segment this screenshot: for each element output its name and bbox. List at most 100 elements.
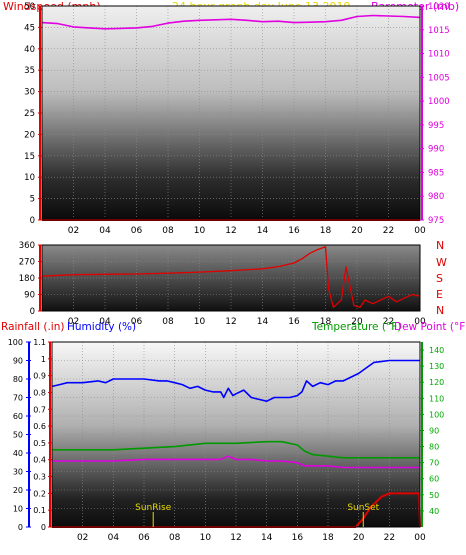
windspeed-tick-label: 45 [24,23,35,33]
x-tick-label: 12 [230,533,241,543]
x-tick-label: 18 [320,226,332,236]
panel3-frame [51,341,421,528]
barometer-tick-label: 975 [428,216,444,226]
windspeed-tick-label: 25 [24,109,35,119]
humidity-tick-label: 100 [8,338,23,347]
temperature-tick-label: 40 [429,507,439,516]
rainfall-tick-label: 0.8 [33,388,46,397]
barometer-tick-label: 990 [428,145,444,155]
sunrise-label: SunRise [135,503,172,513]
temperature-tick-label: 100 [429,410,444,419]
rainfall-tick-label: 0.9 [33,372,46,381]
x-tick-label: 18 [322,533,334,543]
direction-tick-label: 360 [19,241,35,251]
x-tick-label: 10 [200,533,212,543]
temperature-tick-label: 140 [429,346,444,355]
windspeed-tick-label: 35 [24,66,35,76]
rainfall-tick-label: 0.3 [33,473,46,482]
x-tick-label: 14 [257,317,269,327]
temperature-tick-label: 120 [429,378,444,387]
x-tick-label: 06 [138,533,150,543]
rainfall-tick-label: 0.1 [33,506,46,515]
x-tick-label: 04 [99,226,111,236]
x-tick-label: 20 [353,533,365,543]
rainfall-tick-label: 0.2 [33,489,46,498]
x-tick-label: 16 [288,317,300,327]
barometer-tick-label: 1000 [428,97,450,107]
compass-label: N [436,239,444,252]
barometer-tick-label: 1015 [428,26,450,36]
humidity-tick-label: 80 [13,375,23,384]
temperature-line [52,440,420,459]
temperature-tick-label: 70 [429,459,439,468]
rainfall-tick-label: 1.1 [33,338,46,347]
x-tick-label: 00 [414,226,426,236]
barometer-line [41,14,421,30]
dewpoint-axis-title: Dew Point (°F) [394,321,466,333]
compass-label: N [436,304,444,317]
windspeed-tick-label: 30 [24,88,35,98]
barometer-tick-label: 1020 [428,2,450,12]
axis-labels: 02 04 06 08 10 12 14 16 18 20 22 000510152025303540… [1,2,466,543]
rainfall-tick-label: 0.7 [33,405,46,414]
x-tick-label: 08 [162,317,174,327]
barometer-tick-label: 1005 [428,73,450,83]
x-tick-label: 02 [68,317,79,327]
windspeed-tick-label: 0 [30,216,35,226]
temperature-tick-label: 50 [429,491,439,500]
compass-label: E [436,288,443,301]
humidity-tick-label: 20 [13,486,23,495]
windspeed-tick-label: 20 [24,130,35,140]
x-tick-label: 08 [162,226,174,236]
x-tick-label: 04 [108,533,120,543]
x-tick-label: 12 [225,317,236,327]
x-tick-label: 02 [77,533,88,543]
rainfall-tick-label: 0.5 [33,439,46,448]
x-tick-label: 20 [351,317,363,327]
rainfall-axis-title: Rainfall (.in) [1,321,64,333]
humidity-tick-label: 10 [13,505,23,514]
x-tick-label: 08 [169,533,181,543]
rainfall-tick-label: 0 [41,523,46,532]
direction-tick-label: 90 [24,291,35,301]
x-tick-label: 16 [292,533,304,543]
temperature-tick-label: 80 [429,443,439,452]
x-tick-label: 20 [351,226,363,236]
humidity-line [51,359,420,403]
compass-label: W [436,256,447,269]
x-tick-label: 16 [288,226,300,236]
rainfall-line [52,492,421,528]
x-tick-label: 06 [131,226,143,236]
x-tick-label: 12 [225,226,236,236]
barometer-tick-label: 980 [428,192,444,202]
windspeed-tick-label: 40 [24,45,35,55]
x-tick-label: 22 [384,533,395,543]
x-tick-label: 22 [383,226,394,236]
temperature-tick-label: 110 [429,394,444,403]
x-tick-label: 14 [257,226,269,236]
x-tick-label: 10 [194,226,206,236]
dew-point-line [52,455,420,469]
humidity-axis-title: Humidity (%) [67,321,136,333]
x-tick-label: 22 [383,317,394,327]
windspeed-tick-label: 50 [24,2,35,12]
barometer-tick-label: 995 [428,121,444,131]
x-tick-label: 10 [194,317,206,327]
temperature-tick-label: 90 [429,426,439,435]
direction-tick-label: 270 [19,258,35,268]
x-tick-label: 06 [131,317,143,327]
x-tick-label: 02 [68,226,79,236]
compass-label: S [436,272,443,285]
windspeed-tick-label: 10 [24,173,35,183]
temperature-axis-title: Temperature (°F) [311,321,401,333]
humidity-tick-label: 50 [13,431,23,440]
direction-tick-label: 0 [30,307,35,317]
windspeed-tick-label: 5 [30,195,35,205]
temperature-tick-label: 130 [429,362,444,371]
x-tick-label: 00 [414,317,426,327]
x-tick-label: 18 [320,317,332,327]
rainfall-tick-label: 1 [41,355,46,364]
rainfall-tick-label: 0.4 [33,456,46,465]
direction-tick-label: 180 [19,274,35,284]
